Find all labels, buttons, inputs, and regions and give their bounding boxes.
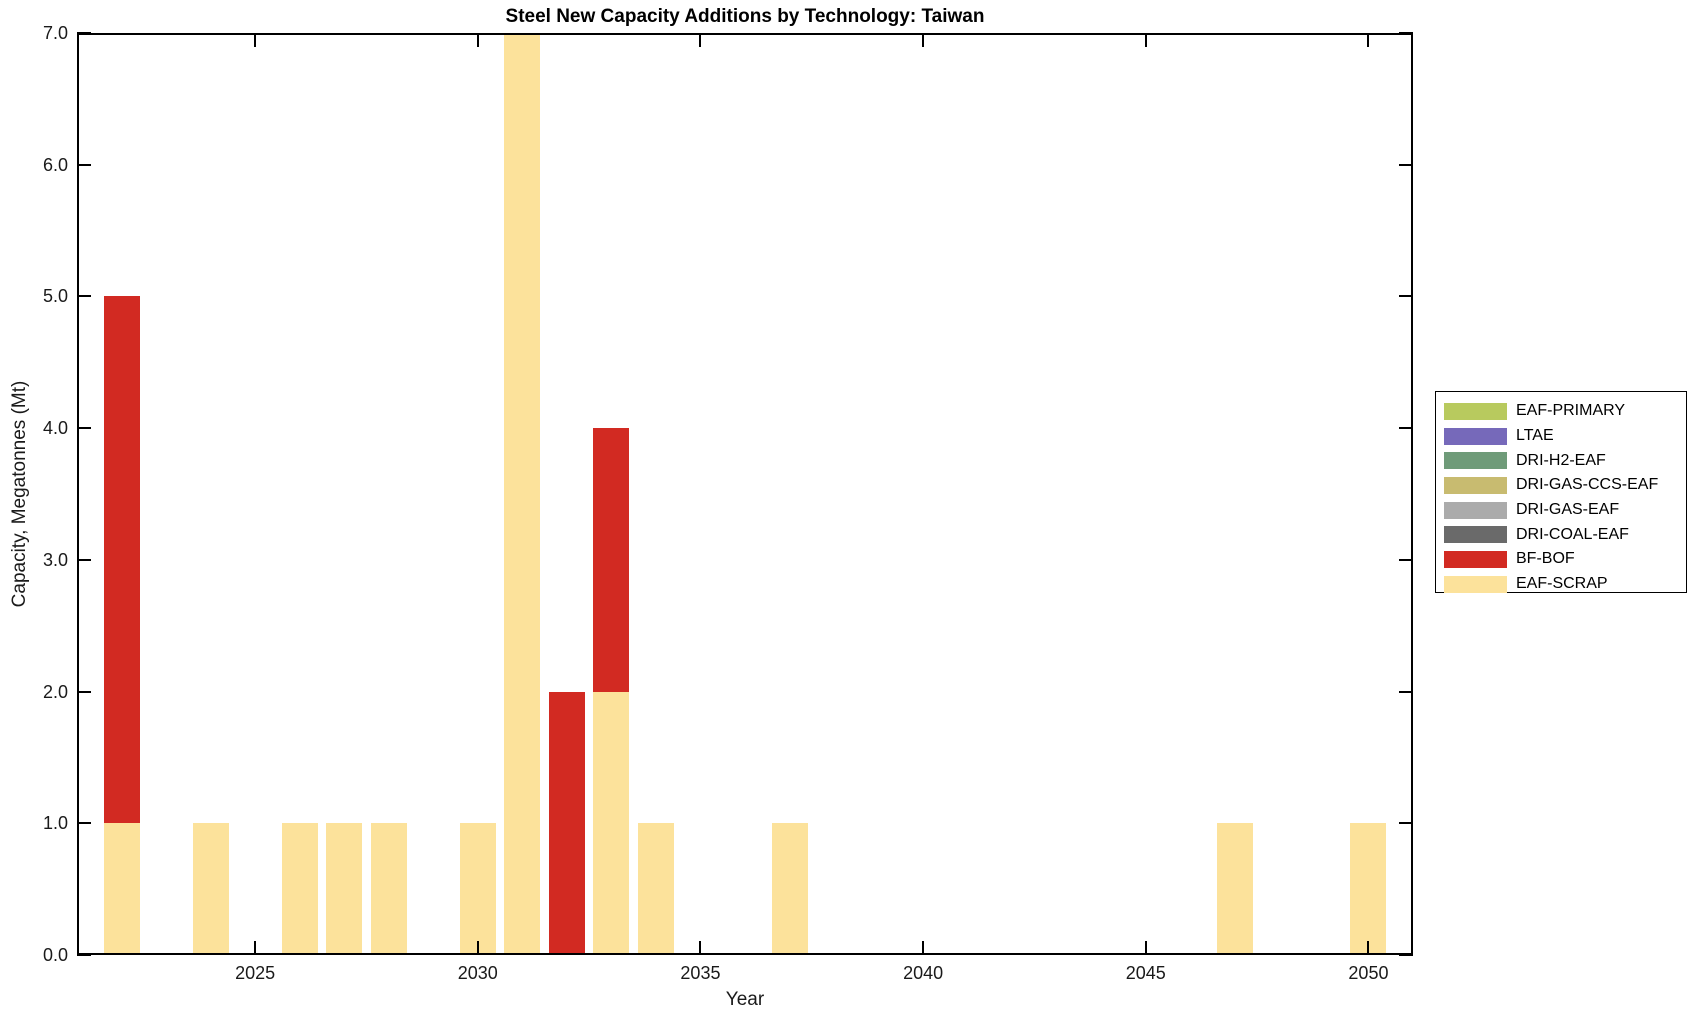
bar-segment-2030-eaf-scrap <box>459 823 496 955</box>
legend-box: EAF-PRIMARY LTAE DRI-H2-EAF DRI-GAS-CCS-EAF… <box>1435 391 1687 593</box>
x-axis-line-top <box>77 33 1413 35</box>
y-tick-label-3.0: 3.0 <box>42 549 68 570</box>
legend-label-eaf-scrap: EAF-SCRAP <box>1516 575 1608 593</box>
legend-label-dri-h2-eaf: DRI-H2-EAF <box>1516 451 1606 469</box>
bar-segment-2026-eaf-scrap <box>281 823 318 955</box>
y-tick-label-4.0: 4.0 <box>42 418 68 439</box>
bar-segment-2032-bf-bof <box>548 691 585 955</box>
bar-segment-2034-eaf-scrap <box>637 823 674 955</box>
y-tick-right-1.0 <box>1399 822 1413 825</box>
x-tick-2030 <box>476 941 479 955</box>
chart-title: Steel New Capacity Additions by Technolo… <box>505 6 985 27</box>
bar-segment-2050-eaf-scrap <box>1350 823 1387 955</box>
x-axis-label: Year <box>725 989 765 1010</box>
y-tick-7.0 <box>77 32 91 34</box>
x-axis-line <box>77 953 1413 955</box>
x-tick-top-2030 <box>476 33 479 47</box>
x-tick-2050 <box>1367 941 1370 955</box>
bar-segment-2033-eaf-scrap <box>593 691 630 955</box>
legend-swatch-eaf-primary <box>1444 402 1507 420</box>
legend-label-dri-gas-ccs-eaf: DRI-GAS-CCS-EAF <box>1516 476 1659 494</box>
legend-row-eaf-primary: EAF-PRIMARY <box>1444 399 1686 424</box>
bar-segment-2047-eaf-scrap <box>1216 823 1253 955</box>
x-tick-top-2025 <box>254 33 257 47</box>
x-tick-2025 <box>254 941 257 955</box>
x-tick-2040 <box>922 941 925 955</box>
x-tick-2035 <box>699 941 702 955</box>
x-tick-label-2050: 2050 <box>1348 963 1389 983</box>
y-tick-right-2.0 <box>1399 690 1413 693</box>
x-tick-top-2040 <box>922 33 925 47</box>
legend-row-dri-h2-eaf: DRI-H2-EAF <box>1444 448 1686 473</box>
legend-swatch-dri-h2-eaf <box>1444 452 1507 470</box>
legend-swatch-eaf-scrap <box>1444 575 1507 593</box>
y-tick-1.0 <box>77 822 91 825</box>
legend-swatch-dri-gas-eaf <box>1444 501 1507 519</box>
y-tick-label-0.0: 0.0 <box>42 945 68 965</box>
y-axis-line-right <box>1411 33 1413 955</box>
y-tick-0.0 <box>77 954 91 956</box>
legend-swatch-dri-gas-ccs-eaf <box>1444 476 1507 494</box>
y-axis-line <box>77 33 79 955</box>
legend-row-dri-gas-ccs-eaf: DRI-GAS-CCS-EAF <box>1444 473 1686 498</box>
legend-label-dri-coal-eaf: DRI-COAL-EAF <box>1516 525 1629 543</box>
x-tick-top-2035 <box>699 33 702 47</box>
y-tick-right-0.0 <box>1399 954 1413 956</box>
x-tick-top-2045 <box>1144 33 1147 47</box>
x-tick-2045 <box>1144 941 1147 955</box>
bar-segment-2031-eaf-scrap <box>504 33 541 955</box>
x-tick-label-2030: 2030 <box>457 963 498 983</box>
legend-row-bf-bof: BF-BOF <box>1444 547 1686 572</box>
legend-row-ltae: LTAE <box>1444 424 1686 449</box>
legend-label-ltae: LTAE <box>1516 427 1554 445</box>
legend-label-bf-bof: BF-BOF <box>1516 550 1575 568</box>
legend-label-dri-gas-eaf: DRI-GAS-EAF <box>1516 501 1620 519</box>
legend-row-eaf-scrap: EAF-SCRAP <box>1444 572 1686 597</box>
bar-segment-2033-bf-bof <box>593 428 630 692</box>
y-tick-6.0 <box>77 163 91 166</box>
bar-segment-2037-eaf-scrap <box>771 823 808 955</box>
bar-segment-2028-eaf-scrap <box>370 823 407 955</box>
y-tick-right-5.0 <box>1399 295 1413 298</box>
bar-segment-2027-eaf-scrap <box>326 823 363 955</box>
x-tick-label-2025: 2025 <box>235 963 276 983</box>
legend-row-dri-gas-eaf: DRI-GAS-EAF <box>1444 498 1686 523</box>
legend-label-eaf-primary: EAF-PRIMARY <box>1516 402 1626 420</box>
y-tick-label-1.0: 1.0 <box>42 813 68 834</box>
plot-area <box>77 32 1413 956</box>
legend-swatch-bf-bof <box>1444 550 1507 568</box>
y-tick-4.0 <box>77 427 91 430</box>
y-tick-label-5.0: 5.0 <box>42 286 68 307</box>
y-tick-label-7.0: 7.0 <box>42 23 68 43</box>
bar-segment-2022-eaf-scrap <box>103 823 140 955</box>
y-tick-label-6.0: 6.0 <box>42 154 68 175</box>
bar-segment-2024-eaf-scrap <box>192 823 229 955</box>
x-tick-top-2050 <box>1367 33 1370 47</box>
legend-swatch-ltae <box>1444 427 1507 445</box>
x-tick-label-2045: 2045 <box>1125 963 1166 983</box>
y-tick-right-3.0 <box>1399 558 1413 561</box>
legend-row-dri-coal-eaf: DRI-COAL-EAF <box>1444 522 1686 547</box>
y-tick-label-2.0: 2.0 <box>42 681 68 702</box>
y-tick-5.0 <box>77 295 91 298</box>
bar-segment-2022-bf-bof <box>103 296 140 824</box>
y-tick-3.0 <box>77 558 91 561</box>
legend-swatch-dri-coal-eaf <box>1444 526 1507 544</box>
y-tick-2.0 <box>77 690 91 693</box>
y-tick-right-4.0 <box>1399 427 1413 430</box>
y-tick-right-7.0 <box>1399 32 1413 34</box>
y-tick-right-6.0 <box>1399 163 1413 166</box>
x-tick-label-2040: 2040 <box>903 963 944 983</box>
x-tick-label-2035: 2035 <box>680 963 721 983</box>
y-axis-label: Capacity, Megatonnes (Mt) <box>9 380 30 608</box>
